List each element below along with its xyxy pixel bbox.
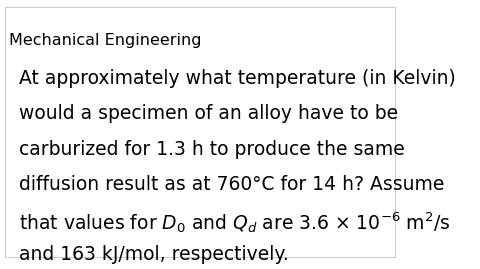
Text: would a specimen of an alloy have to be: would a specimen of an alloy have to be (19, 104, 397, 123)
Text: diffusion result as at 760°C for 14 h? Assume: diffusion result as at 760°C for 14 h? A… (19, 175, 444, 194)
Text: At approximately what temperature (in Kelvin): At approximately what temperature (in Ke… (19, 69, 455, 88)
Text: Mechanical Engineering: Mechanical Engineering (9, 33, 201, 48)
Text: carburized for 1.3 h to produce the same: carburized for 1.3 h to produce the same (19, 140, 404, 158)
Text: and 163 kJ/mol, respectively.: and 163 kJ/mol, respectively. (19, 245, 288, 264)
Text: that values for $D_0$ and $Q_d$ are 3.6 × 10$^{-6}$ m$^2$/s: that values for $D_0$ and $Q_d$ are 3.6 … (19, 210, 450, 235)
